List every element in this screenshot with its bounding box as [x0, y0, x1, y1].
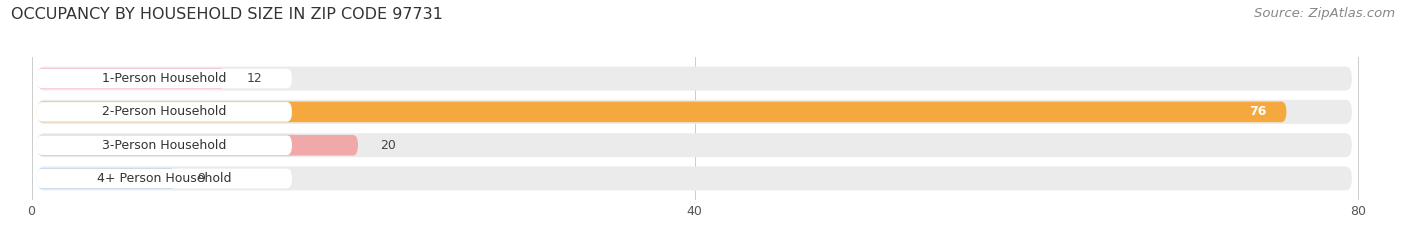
FancyBboxPatch shape — [37, 102, 1286, 122]
Text: 9: 9 — [197, 172, 205, 185]
FancyBboxPatch shape — [37, 68, 225, 89]
Text: 3-Person Household: 3-Person Household — [103, 139, 226, 152]
Text: 1-Person Household: 1-Person Household — [103, 72, 226, 85]
FancyBboxPatch shape — [37, 135, 359, 155]
FancyBboxPatch shape — [37, 69, 292, 88]
Text: Source: ZipAtlas.com: Source: ZipAtlas.com — [1254, 7, 1395, 20]
Text: 4+ Person Household: 4+ Person Household — [97, 172, 232, 185]
Text: 76: 76 — [1250, 105, 1267, 118]
FancyBboxPatch shape — [38, 67, 1353, 91]
FancyBboxPatch shape — [37, 168, 176, 189]
Text: OCCUPANCY BY HOUSEHOLD SIZE IN ZIP CODE 97731: OCCUPANCY BY HOUSEHOLD SIZE IN ZIP CODE … — [11, 7, 443, 22]
Text: 12: 12 — [247, 72, 263, 85]
FancyBboxPatch shape — [38, 167, 1353, 191]
Text: 20: 20 — [380, 139, 395, 152]
FancyBboxPatch shape — [38, 100, 1353, 124]
FancyBboxPatch shape — [38, 133, 1353, 157]
FancyBboxPatch shape — [37, 102, 292, 122]
FancyBboxPatch shape — [37, 169, 292, 188]
Text: 2-Person Household: 2-Person Household — [103, 105, 226, 118]
FancyBboxPatch shape — [37, 135, 292, 155]
